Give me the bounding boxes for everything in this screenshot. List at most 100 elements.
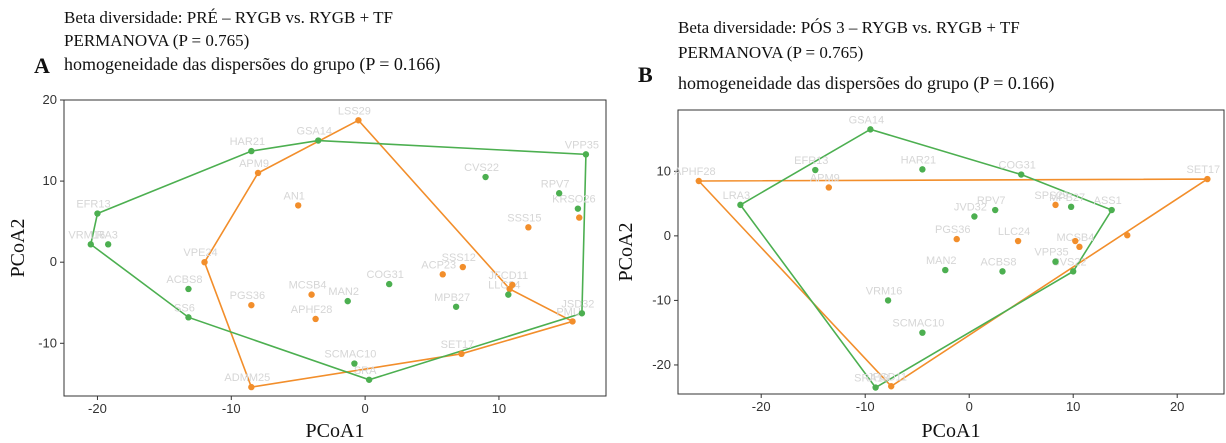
permanova-text-a: PERMANOVA (P = 0.765) bbox=[64, 31, 250, 50]
x-tick-label: 10 bbox=[492, 401, 506, 416]
data-point-series-1 bbox=[459, 263, 467, 271]
data-point-series-2 bbox=[452, 303, 460, 310]
data-point-series-2 bbox=[992, 206, 999, 214]
data-point-series-1 bbox=[294, 202, 302, 209]
data-point-series-2 bbox=[1067, 203, 1075, 211]
point-label: VRM16 bbox=[68, 229, 105, 241]
data-point-series-1 bbox=[248, 301, 255, 309]
x-tick-label: -20 bbox=[88, 401, 107, 416]
hull-outline-series-1 bbox=[203, 119, 575, 388]
point-label: SET17 bbox=[441, 339, 475, 351]
point-label: KRSO26 bbox=[552, 194, 595, 206]
dispersion-text-b: homogeneidade das dispersões do grupo (P… bbox=[678, 73, 1055, 93]
point-label: RPV7 bbox=[541, 178, 570, 190]
data-point-series-1 bbox=[576, 214, 583, 221]
permanova-text-b: PERMANOVA (P = 0.765) bbox=[678, 43, 864, 62]
scatter-plot-a: -20 -10 0 10 -10 0 10 20 PCoA1 PCoA2 LSS29 APM9 AN1 V… bbox=[7, 92, 607, 442]
point-label: MAN2 bbox=[926, 255, 957, 267]
data-point-series-2 bbox=[999, 268, 1006, 275]
point-label: MPB27 bbox=[1049, 192, 1085, 204]
point-label: SSS15 bbox=[507, 212, 541, 224]
panel-a: Beta diversidade: PRÉ – RYGB vs. RYGB + … bbox=[0, 0, 610, 443]
data-point-series-1 bbox=[1124, 232, 1131, 239]
point-label: VPP35 bbox=[1034, 247, 1068, 259]
point-label: LLC24 bbox=[488, 280, 520, 292]
point-label: ADMM25 bbox=[224, 372, 270, 384]
point-label: COG31 bbox=[367, 269, 404, 281]
point-label: CVS22 bbox=[1052, 256, 1087, 268]
data-point-series-2 bbox=[574, 205, 582, 212]
chart-title-a: Beta diversidade: PRÉ – RYGB vs. RYGB + … bbox=[64, 8, 393, 27]
y-tick-label: 0 bbox=[664, 228, 671, 243]
point-label: APHF28 bbox=[674, 166, 716, 178]
data-point-series-1 bbox=[248, 383, 255, 391]
panel-letter-a: A bbox=[34, 53, 50, 78]
point-label: VPE24 bbox=[183, 247, 217, 259]
point-label: LRA3 bbox=[90, 229, 118, 241]
point-label: APHF28 bbox=[291, 304, 333, 316]
data-point-series-2 bbox=[942, 266, 949, 274]
data-point-series-2 bbox=[555, 190, 563, 197]
point-label: SCMAC10 bbox=[892, 318, 944, 330]
data-point-series-1 bbox=[569, 318, 576, 325]
point-label: LRA3 bbox=[723, 190, 751, 202]
point-label: MAN2 bbox=[328, 286, 359, 298]
data-point-series-2 bbox=[1070, 268, 1077, 275]
data-point-series-1 bbox=[312, 315, 319, 323]
x-tick-label: 10 bbox=[1066, 399, 1080, 414]
data-point-series-2 bbox=[315, 137, 322, 144]
data-point-series-2 bbox=[582, 151, 590, 158]
y-tick-label: 0 bbox=[50, 254, 57, 269]
data-point-series-2 bbox=[344, 297, 351, 305]
y-tick-label: 10 bbox=[43, 173, 57, 188]
point-label: HAR21 bbox=[901, 154, 936, 166]
dispersion-text-a: homogeneidade das dispersões do grupo (P… bbox=[64, 54, 441, 74]
data-point-series-2 bbox=[185, 285, 192, 293]
point-label: PGS36 bbox=[230, 290, 265, 302]
point-label: ACBS8 bbox=[980, 256, 1016, 268]
data-point-series-2 bbox=[1108, 206, 1115, 214]
x-axis-label: PCoA1 bbox=[306, 420, 365, 442]
point-label: HAR21 bbox=[230, 136, 265, 148]
data-point-series-1 bbox=[888, 383, 895, 390]
data-point-series-2 bbox=[248, 147, 255, 155]
data-point-series-2 bbox=[365, 376, 373, 383]
data-point-series-2 bbox=[386, 280, 393, 288]
data-point-series-2 bbox=[578, 310, 586, 317]
point-label: EFR13 bbox=[76, 199, 110, 211]
point-label: SRA bbox=[354, 365, 377, 377]
y-tick-label: -20 bbox=[652, 357, 671, 372]
point-label: LLC24 bbox=[998, 226, 1030, 238]
chart-title-b: Beta diversidade: PÓS 3 – RYGB vs. RYGB … bbox=[678, 18, 1020, 37]
panel-b: Beta diversidade: PÓS 3 – RYGB vs. RYGB … bbox=[612, 0, 1226, 443]
data-point-series-1 bbox=[254, 169, 262, 177]
hull-outline-series-2 bbox=[89, 139, 587, 381]
data-point-series-2 bbox=[94, 210, 101, 217]
plot-frame bbox=[63, 99, 607, 397]
data-point-series-1 bbox=[1052, 201, 1059, 209]
point-label: SPS29 bbox=[1034, 190, 1068, 202]
data-point-series-1 bbox=[308, 291, 315, 298]
data-point-series-1 bbox=[458, 350, 465, 358]
point-label: GSA14 bbox=[297, 126, 332, 138]
data-point-series-2 bbox=[919, 166, 926, 173]
y-tick-label: -10 bbox=[38, 335, 57, 350]
data-point-series-2 bbox=[1052, 258, 1059, 265]
y-axis-label: PCoA2 bbox=[615, 223, 637, 282]
point-label: ACP23 bbox=[421, 259, 456, 271]
data-point-series-1 bbox=[1204, 175, 1211, 183]
y-tick-label: 20 bbox=[43, 92, 57, 107]
y-axis-label: PCoA2 bbox=[7, 219, 29, 278]
x-tick-label: -20 bbox=[752, 399, 771, 414]
data-point-series-1 bbox=[1014, 237, 1022, 245]
point-label: VPP35 bbox=[565, 139, 599, 151]
x-tick-label: 0 bbox=[361, 401, 368, 416]
point-label: PMU bbox=[556, 306, 581, 318]
data-point-series-2 bbox=[87, 241, 94, 248]
data-point-series-2 bbox=[919, 329, 926, 336]
point-label: MPB27 bbox=[434, 292, 470, 304]
data-point-series-1 bbox=[201, 258, 208, 266]
point-label: RPV7 bbox=[977, 195, 1006, 207]
data-point-series-1 bbox=[525, 224, 532, 231]
data-point-series-2 bbox=[884, 297, 892, 304]
